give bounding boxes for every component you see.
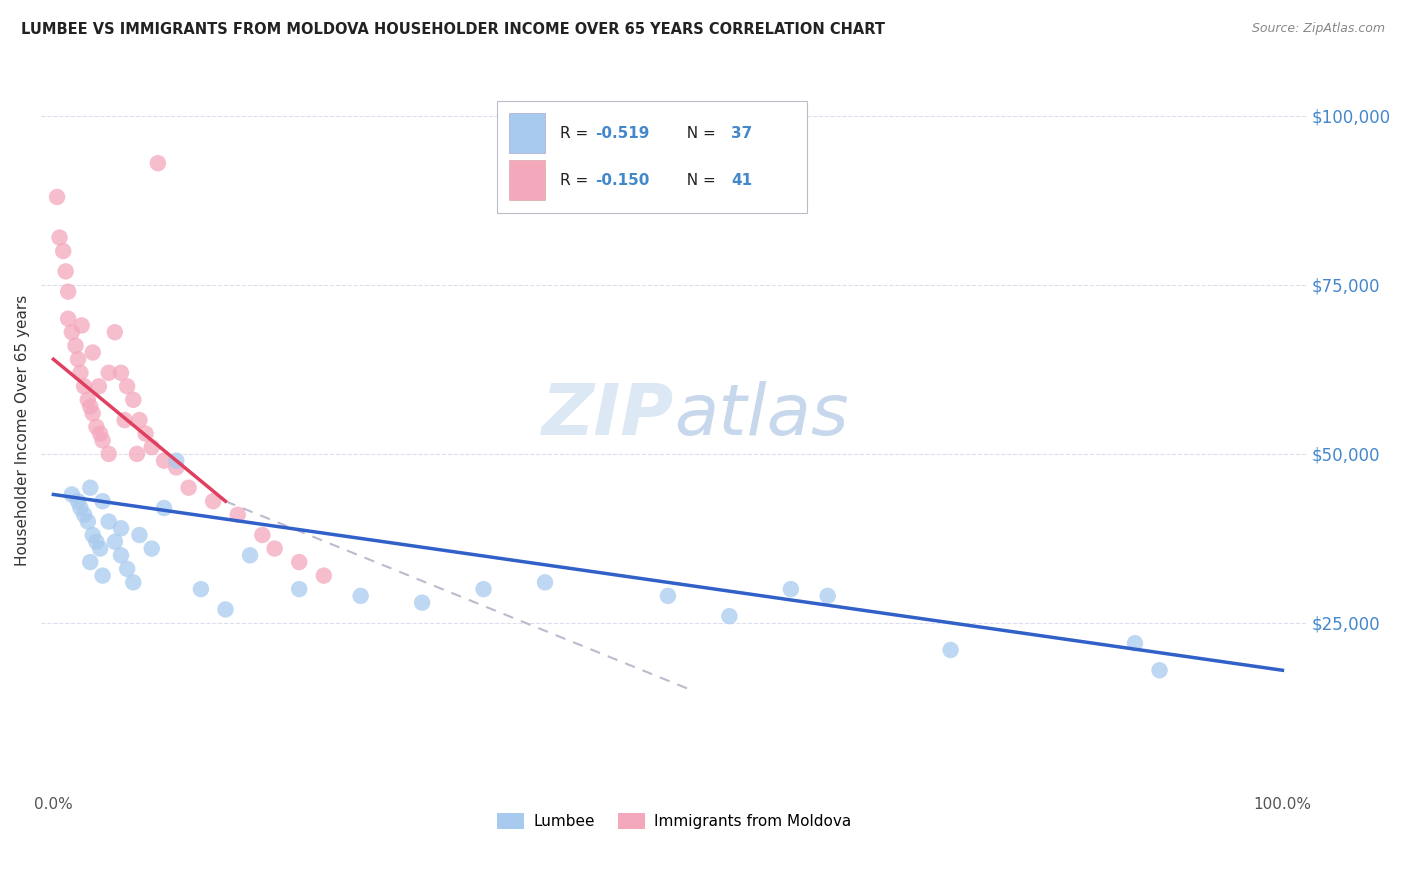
Immigrants from Moldova xyxy=(226,508,249,522)
Immigrants from Moldova xyxy=(52,244,75,258)
Immigrants from Moldova xyxy=(141,440,163,454)
Immigrants from Moldova xyxy=(69,366,91,380)
Immigrants from Moldova xyxy=(89,426,111,441)
Immigrants from Moldova xyxy=(263,541,285,556)
Immigrants from Moldova xyxy=(146,156,169,170)
Lumbee xyxy=(1149,663,1171,677)
Immigrants from Moldova xyxy=(165,460,187,475)
Lumbee xyxy=(73,508,96,522)
Immigrants from Moldova xyxy=(312,568,335,582)
Text: atlas: atlas xyxy=(673,381,849,450)
Lumbee xyxy=(60,487,83,501)
Lumbee xyxy=(214,602,236,616)
Lumbee xyxy=(79,555,101,569)
Text: Source: ZipAtlas.com: Source: ZipAtlas.com xyxy=(1251,22,1385,36)
Lumbee xyxy=(97,515,120,529)
Lumbee xyxy=(288,582,311,596)
Lumbee xyxy=(534,575,557,590)
Lumbee xyxy=(122,575,145,590)
Text: ZIP: ZIP xyxy=(541,381,673,450)
Immigrants from Moldova xyxy=(76,392,98,407)
Lumbee xyxy=(165,453,187,467)
Text: LUMBEE VS IMMIGRANTS FROM MOLDOVA HOUSEHOLDER INCOME OVER 65 YEARS CORRELATION C: LUMBEE VS IMMIGRANTS FROM MOLDOVA HOUSEH… xyxy=(21,22,886,37)
Lumbee xyxy=(128,528,150,542)
Immigrants from Moldova xyxy=(56,311,79,326)
Lumbee xyxy=(239,549,262,563)
Bar xyxy=(509,113,546,153)
Text: -0.150: -0.150 xyxy=(596,173,650,188)
Immigrants from Moldova xyxy=(55,264,77,278)
Lumbee xyxy=(82,528,104,542)
Immigrants from Moldova xyxy=(79,400,101,414)
Immigrants from Moldova xyxy=(115,379,138,393)
Lumbee xyxy=(79,481,101,495)
Immigrants from Moldova xyxy=(73,379,96,393)
Lumbee xyxy=(110,549,132,563)
Lumbee xyxy=(91,494,114,508)
Immigrants from Moldova xyxy=(87,379,110,393)
Immigrants from Moldova xyxy=(104,325,127,339)
Immigrants from Moldova xyxy=(177,481,200,495)
Text: 41: 41 xyxy=(731,173,752,188)
Immigrants from Moldova xyxy=(65,339,87,353)
Y-axis label: Householder Income Over 65 years: Householder Income Over 65 years xyxy=(15,294,30,566)
Immigrants from Moldova xyxy=(97,447,120,461)
Lumbee xyxy=(66,494,89,508)
Immigrants from Moldova xyxy=(48,230,70,244)
Immigrants from Moldova xyxy=(70,318,93,333)
Lumbee xyxy=(153,500,176,515)
Immigrants from Moldova xyxy=(46,190,69,204)
Immigrants from Moldova xyxy=(82,345,104,359)
Text: N =: N = xyxy=(676,173,720,188)
Lumbee xyxy=(91,568,114,582)
Text: R =: R = xyxy=(560,126,593,141)
Immigrants from Moldova xyxy=(110,366,132,380)
Text: -0.519: -0.519 xyxy=(596,126,650,141)
Text: N =: N = xyxy=(676,126,720,141)
Immigrants from Moldova xyxy=(114,413,136,427)
Text: 37: 37 xyxy=(731,126,752,141)
Lumbee xyxy=(779,582,801,596)
Lumbee xyxy=(411,596,433,610)
Immigrants from Moldova xyxy=(125,447,148,461)
Lumbee xyxy=(86,534,108,549)
Lumbee xyxy=(718,609,741,624)
Lumbee xyxy=(76,515,98,529)
Legend: Lumbee, Immigrants from Moldova: Lumbee, Immigrants from Moldova xyxy=(491,806,858,835)
Immigrants from Moldova xyxy=(128,413,150,427)
Lumbee xyxy=(115,562,138,576)
Immigrants from Moldova xyxy=(91,434,114,448)
FancyBboxPatch shape xyxy=(496,101,807,213)
Lumbee xyxy=(657,589,679,603)
Lumbee xyxy=(190,582,212,596)
Immigrants from Moldova xyxy=(288,555,311,569)
Immigrants from Moldova xyxy=(56,285,79,299)
Lumbee xyxy=(89,541,111,556)
Immigrants from Moldova xyxy=(153,453,176,467)
Lumbee xyxy=(104,534,127,549)
Immigrants from Moldova xyxy=(252,528,274,542)
Bar xyxy=(509,161,546,200)
Lumbee xyxy=(1123,636,1146,650)
Lumbee xyxy=(110,521,132,535)
Lumbee xyxy=(69,500,91,515)
Text: R =: R = xyxy=(560,173,593,188)
Immigrants from Moldova xyxy=(97,366,120,380)
Immigrants from Moldova xyxy=(135,426,157,441)
Immigrants from Moldova xyxy=(82,406,104,420)
Immigrants from Moldova xyxy=(60,325,83,339)
Immigrants from Moldova xyxy=(86,420,108,434)
Lumbee xyxy=(939,643,962,657)
Lumbee xyxy=(350,589,373,603)
Immigrants from Moldova xyxy=(66,352,89,367)
Immigrants from Moldova xyxy=(202,494,225,508)
Lumbee xyxy=(472,582,495,596)
Immigrants from Moldova xyxy=(122,392,145,407)
Lumbee xyxy=(141,541,163,556)
Lumbee xyxy=(817,589,839,603)
